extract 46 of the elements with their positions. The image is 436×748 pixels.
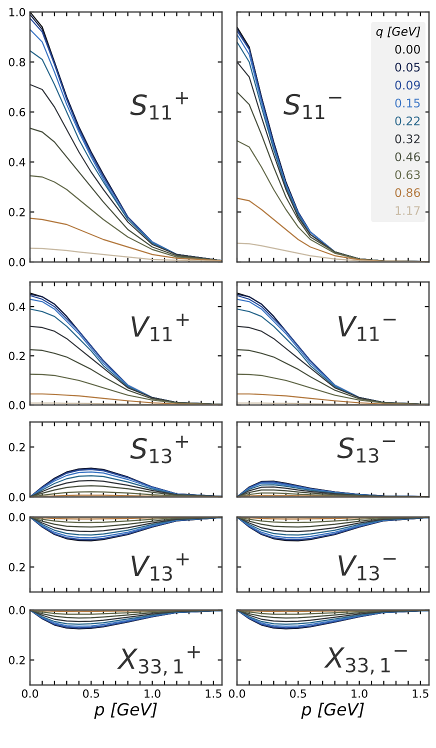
y-tick-label: 0.6 xyxy=(8,108,26,116)
annotation: S$_{13}$$^{−}$ xyxy=(337,437,396,463)
text: 0.00 xyxy=(395,44,420,54)
annotation: V$_{11}$$^{−}$ xyxy=(338,316,396,341)
x-axis-title: p [GeV] xyxy=(94,702,157,719)
y-tick-label: 0.2 xyxy=(8,352,25,360)
annotation: S$_{11}$$^{+}$ xyxy=(130,92,188,120)
text: 0.46 xyxy=(395,152,420,162)
y-tick-label: 0.2 xyxy=(8,208,25,216)
text: 0.22 xyxy=(395,116,420,126)
text: 0.09 xyxy=(395,80,420,90)
y-tick-label: 1.0 xyxy=(9,8,26,16)
x-tick-label: 0.5 xyxy=(290,689,306,698)
annotation: V$_{13}$$^{−}$ xyxy=(338,555,396,580)
text: 0.15 xyxy=(395,98,420,108)
y-tick-label: 0.8 xyxy=(8,58,26,66)
annotation: S$_{13}$$^{+}$ xyxy=(130,436,188,464)
x-tick-label: 0.0 xyxy=(228,689,246,698)
legend-title: q [GeV] xyxy=(376,26,420,38)
annotation: S$_{11}$$^{−}$ xyxy=(284,94,342,120)
y-tick-label: 0.2 xyxy=(8,442,25,452)
annotation: V$_{13}$$^{+}$ xyxy=(132,553,189,581)
x-tick-label: 1.5 xyxy=(412,690,428,698)
x-tick-label: 1.0 xyxy=(144,689,160,698)
y-tick-label: 0.0 xyxy=(8,400,26,410)
x-tick-label: 1.5 xyxy=(206,690,222,698)
y-tick-label: 0.0 xyxy=(8,512,26,522)
x-tick-label: 1.0 xyxy=(352,689,368,698)
x-tick-label: 0.5 xyxy=(83,689,100,698)
y-tick-label: 0.0 xyxy=(8,258,26,266)
y-tick-label: 0.2 xyxy=(8,656,25,664)
y-tick-label: 0.0 xyxy=(8,492,26,502)
text: 1.17 xyxy=(396,206,420,215)
text: 0.86 xyxy=(395,188,420,198)
y-tick-label: 0.4 xyxy=(8,158,26,166)
text: 0.05 xyxy=(395,62,420,72)
x-tick-label: 0.0 xyxy=(22,689,38,698)
annotation: V$_{11}$$^{+}$ xyxy=(132,314,189,342)
annotation: X$_{33,1}$$^{+}$ xyxy=(117,646,200,676)
y-tick-label: 0.2 xyxy=(8,562,25,572)
text: 0.32 xyxy=(395,134,420,144)
x-axis-title: p [GeV] xyxy=(301,702,364,719)
y-tick-label: 0.4 xyxy=(8,302,26,311)
y-tick-label: 0.0 xyxy=(8,606,26,614)
annotation: X$_{33,1}$$^{−}$ xyxy=(324,647,407,674)
text: 0.63 xyxy=(395,170,420,180)
